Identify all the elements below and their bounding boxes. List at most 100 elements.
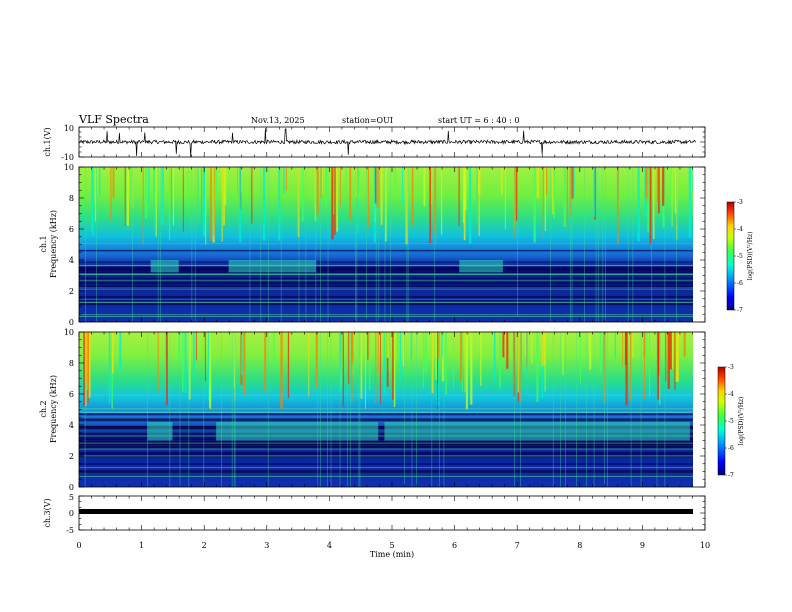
x-axis-label: Time (min) xyxy=(370,550,414,559)
sferic-full xyxy=(664,332,666,487)
colorbar-tick-label: -6 xyxy=(728,445,734,452)
sferic-full xyxy=(656,332,658,487)
sferic-full xyxy=(305,167,307,322)
date-label: Nov.13, 2025 xyxy=(251,116,305,125)
colorbar-tick-label: -6 xyxy=(737,280,743,287)
sferic-full xyxy=(550,167,551,322)
sferic-streak xyxy=(459,332,463,381)
sferic-streak xyxy=(646,332,648,361)
sferic-full xyxy=(431,332,433,487)
sferic-streak xyxy=(566,167,568,229)
spec2-blank-area xyxy=(693,332,705,487)
dark-band xyxy=(79,277,693,281)
ch1-ylabel: ch.1(V) xyxy=(43,127,52,156)
y-tick-label: 0 xyxy=(69,483,74,492)
sferic-streak xyxy=(644,332,646,399)
sferic-streak xyxy=(676,167,678,240)
sferic-full xyxy=(630,332,632,487)
sferic-streak xyxy=(393,332,396,407)
sferic-streak xyxy=(373,167,376,243)
sferic-streak xyxy=(622,332,624,367)
sferic-streak xyxy=(536,332,539,402)
line-interference xyxy=(79,299,693,301)
sferic-streak xyxy=(388,332,390,371)
x-tick-label: 0 xyxy=(76,541,81,550)
colorbar-1-label: log(PSD)(V²/Hz) xyxy=(747,232,754,281)
sferic-streak xyxy=(624,332,627,366)
sferic-streak xyxy=(517,332,519,393)
sferic-full xyxy=(260,167,262,322)
sferic-streak xyxy=(437,332,439,410)
x-tick-label: 9 xyxy=(640,541,645,550)
y-tick-label: 4 xyxy=(69,256,74,265)
spec2-ylabel-frequency: Frequency (kHz) xyxy=(49,375,58,443)
sferic-streak xyxy=(280,332,283,409)
sferic-streak xyxy=(182,167,184,232)
dark-band xyxy=(79,302,693,306)
sferic-full xyxy=(565,332,566,487)
y-tick-label: 10 xyxy=(64,328,74,337)
sferic-streak xyxy=(204,332,206,382)
sferic-streak xyxy=(170,167,172,216)
sferic-streak xyxy=(441,167,443,235)
sferic-streak xyxy=(674,332,676,390)
sferic-streak xyxy=(314,167,317,221)
sferic-streak xyxy=(544,167,546,231)
sferic-streak xyxy=(423,167,426,206)
spec1-blank-area xyxy=(693,167,705,322)
dark-band xyxy=(79,271,693,274)
colorbar-tick-label: -4 xyxy=(728,391,734,398)
sferic-streak xyxy=(127,167,129,226)
sferic-streak xyxy=(98,167,101,197)
sferic-full xyxy=(514,332,515,487)
sferic-streak xyxy=(88,332,91,398)
sferic-streak xyxy=(192,332,195,380)
spec2-features xyxy=(79,332,693,487)
sferic-streak xyxy=(336,167,339,232)
y-tick-label: 2 xyxy=(69,287,74,296)
sferic-full xyxy=(320,332,321,487)
sferic-full xyxy=(339,332,341,487)
sferic-streak xyxy=(85,332,87,407)
sferic-streak xyxy=(675,332,678,382)
colorbar-tick-label: -7 xyxy=(737,307,743,314)
sferic-full xyxy=(327,167,329,322)
sferic-streak xyxy=(351,332,354,364)
sferic-streak xyxy=(177,332,180,362)
sferic-streak xyxy=(468,167,472,244)
sferic-full xyxy=(640,332,642,487)
panel-ch3-waveform: 5 0 -5 ch.3(V) xyxy=(43,493,706,535)
sferic-streak xyxy=(658,167,660,214)
sferic-streak xyxy=(410,332,413,360)
x-tick-label: 10 xyxy=(700,541,710,550)
sferic-full xyxy=(317,332,319,487)
x-tick-label: 5 xyxy=(389,541,394,550)
sferic-streak xyxy=(470,332,473,405)
sferic-streak xyxy=(124,167,126,226)
panel-ch3-ticks xyxy=(78,495,706,531)
sferic-streak xyxy=(437,332,440,359)
sferic-streak xyxy=(367,167,370,227)
sferic-streak xyxy=(240,332,243,375)
sferic-streak xyxy=(213,167,215,236)
sferic-streak xyxy=(544,332,546,392)
sferic-full xyxy=(147,332,148,487)
sferic-full xyxy=(443,332,445,487)
y-tick-label: 8 xyxy=(69,359,74,368)
sferic-streak xyxy=(278,167,281,241)
ch3-ylabel: ch.3(V) xyxy=(43,498,52,527)
x-tick-label: 1 xyxy=(139,541,144,550)
dark-band xyxy=(79,266,693,268)
sferic-streak xyxy=(392,332,394,400)
sferic-streak xyxy=(386,332,389,387)
sferic-full xyxy=(84,332,86,487)
sferic-streak xyxy=(321,167,323,195)
sferic-streak xyxy=(350,332,353,402)
sferic-streak xyxy=(614,332,617,360)
line-interference xyxy=(79,411,693,413)
sferic-streak xyxy=(402,332,405,367)
line-interference xyxy=(79,243,693,244)
sferic-full xyxy=(157,167,159,322)
x-axis-tick-labels: 0 1 2 3 4 5 6 7 8 9 10 xyxy=(76,541,710,550)
